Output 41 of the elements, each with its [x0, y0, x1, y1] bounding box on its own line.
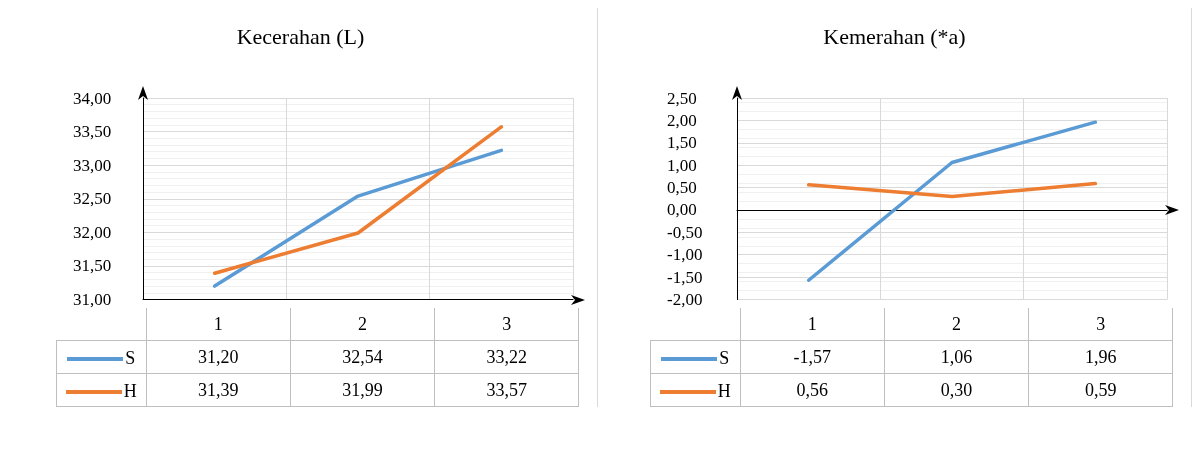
y-tick-label: 2,00	[667, 110, 697, 130]
y-tick-label: 33,50	[73, 122, 112, 142]
y-tick-label: 1,00	[667, 155, 697, 175]
data-label: 33,57	[434, 373, 579, 407]
legend-label: S	[125, 348, 136, 370]
y-tick-label: 1,50	[667, 133, 697, 153]
legend-label: H	[123, 381, 137, 403]
data-label: 1,96	[1028, 340, 1173, 374]
y-tick-label: 33,00	[73, 155, 112, 175]
x-tick-label: 3	[1028, 308, 1173, 341]
x-tick-label: 1	[740, 308, 885, 341]
data-label: 0,30	[884, 373, 1029, 407]
y-tick-label: 31,50	[73, 256, 112, 276]
legend-label: H	[717, 381, 731, 403]
y-tick-label: 2,50	[667, 88, 697, 108]
data-label: 0,59	[1028, 373, 1173, 407]
y-tick-label: 31,00	[73, 290, 112, 309]
data-label: 1,06	[884, 340, 1029, 374]
y-tick-label: 32,50	[73, 189, 112, 209]
x-tick-label: 1	[146, 308, 291, 341]
x-tick-label: 2	[290, 308, 435, 341]
chart-title: Kemerahan (*a)	[823, 23, 966, 49]
data-label: 32,54	[290, 340, 435, 374]
y-tick-label: 34,00	[73, 88, 112, 108]
x-tick-label: 2	[884, 308, 1029, 341]
data-label: -1,57	[740, 340, 885, 374]
y-tick-label: 0,50	[667, 178, 697, 198]
chart-title: Kecerahan (L)	[236, 23, 365, 49]
data-label: 31,39	[146, 373, 291, 407]
x-tick-label: 3	[434, 308, 579, 341]
y-tick-label: -1,50	[667, 267, 703, 287]
data-label: 0,56	[740, 373, 885, 407]
y-tick-label: 32,00	[73, 222, 112, 242]
y-tick-label: 0,00	[667, 200, 697, 220]
y-tick-label: -0,50	[667, 222, 703, 242]
y-tick-label: -2,00	[667, 290, 703, 309]
data-label: 33,22	[434, 340, 579, 374]
legend-label: S	[719, 348, 730, 370]
data-label: 31,20	[146, 340, 291, 374]
data-label: 31,99	[290, 373, 435, 407]
y-tick-label: -1,00	[667, 245, 703, 265]
